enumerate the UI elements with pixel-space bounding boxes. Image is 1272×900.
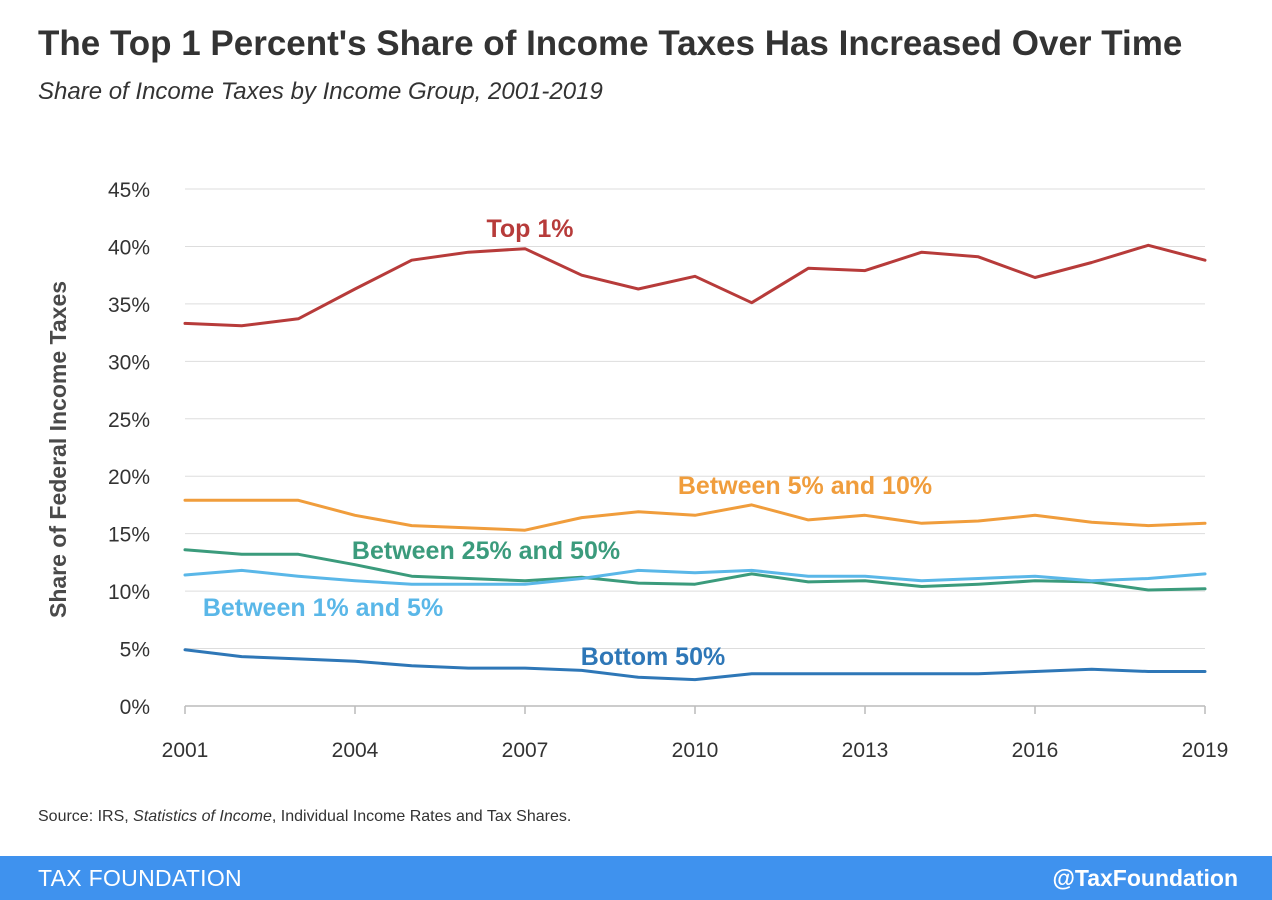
series-label-top-1: Top 1% bbox=[486, 215, 573, 243]
x-tick-label-2013: 2013 bbox=[842, 739, 889, 762]
series-line-between-25-and-50 bbox=[183, 548, 1207, 592]
series-label-between-25-and-50: Between 25% and 50% bbox=[352, 537, 620, 565]
y-tick-label-20: 20% bbox=[108, 466, 150, 489]
source-prefix: Source: IRS, bbox=[38, 808, 134, 825]
series-line-between-1-and-5 bbox=[183, 568, 1207, 586]
x-tick-label-2010: 2010 bbox=[672, 739, 719, 762]
y-tick-label-40: 40% bbox=[108, 236, 150, 259]
y-tick-label-10: 10% bbox=[108, 581, 150, 604]
footer-bar: TAX FOUNDATION @TaxFoundation bbox=[0, 856, 1272, 900]
source-italic: Statistics of Income bbox=[133, 808, 272, 825]
series-line-between-5-and-10 bbox=[183, 498, 1207, 532]
x-tick-label-2004: 2004 bbox=[332, 739, 379, 762]
series-line-top-1 bbox=[183, 243, 1207, 328]
series-label-bottom-50: Bottom 50% bbox=[581, 643, 725, 671]
footer-handle: @TaxFoundation bbox=[1052, 865, 1238, 891]
source-suffix: , Individual Income Rates and Tax Shares… bbox=[271, 808, 572, 825]
y-tick-label-0: 0% bbox=[120, 696, 150, 719]
y-tick-label-25: 25% bbox=[108, 409, 150, 432]
series-label-between-5-and-10: Between 5% and 10% bbox=[678, 472, 932, 500]
y-tick-label-30: 30% bbox=[108, 351, 150, 374]
line-chart: 0% 5% 10% 15% 20% 25% 30% 35% 40% 45% 2001 2004 2007… bbox=[45, 179, 1229, 762]
y-tick-label-45: 45% bbox=[108, 179, 150, 202]
footer-brand: TAX FOUNDATION bbox=[38, 865, 242, 891]
source-note: Source: IRS, Statistics of Income, Indiv… bbox=[38, 808, 571, 826]
chart-subtitle: Share of Income Taxes by Income Group, 2… bbox=[38, 78, 603, 105]
chart-title: The Top 1 Percent's Share of Income Taxe… bbox=[38, 24, 1183, 63]
x-tick-label-2007: 2007 bbox=[502, 739, 549, 762]
y-tick-label-5: 5% bbox=[120, 639, 150, 662]
series-line-bottom-50 bbox=[183, 648, 1207, 682]
x-tick-label-2016: 2016 bbox=[1012, 739, 1059, 762]
y-tick-label-35: 35% bbox=[108, 294, 150, 317]
series-label-between-1-and-5: Between 1% and 5% bbox=[203, 594, 443, 622]
x-tick-label-2019: 2019 bbox=[1182, 739, 1229, 762]
x-tick-label-2001: 2001 bbox=[162, 739, 209, 762]
y-tick-label-15: 15% bbox=[108, 524, 150, 547]
y-axis-title: Share of Federal Income Taxes bbox=[45, 281, 71, 618]
